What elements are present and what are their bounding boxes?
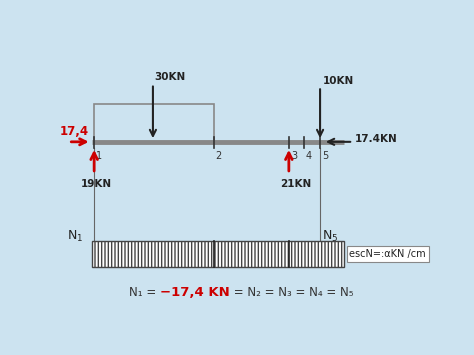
Text: 2: 2 — [216, 151, 222, 160]
Text: 21KN: 21KN — [280, 179, 311, 189]
Text: 17,4: 17,4 — [60, 125, 89, 138]
Text: 5: 5 — [322, 151, 328, 160]
Text: 10KN: 10KN — [323, 76, 354, 86]
Bar — [94, 104, 213, 142]
Text: 1: 1 — [96, 151, 102, 160]
Text: = N₂ = N₃ = N₄ = N₅: = N₂ = N₃ = N₄ = N₅ — [230, 286, 353, 299]
Text: 3: 3 — [291, 151, 297, 160]
Text: 17.4KN: 17.4KN — [355, 134, 398, 144]
Bar — [92, 241, 344, 267]
Text: 30KN: 30KN — [154, 72, 185, 82]
Text: 4: 4 — [306, 151, 312, 160]
Text: −17,4 KN: −17,4 KN — [160, 286, 230, 299]
Text: 19KN: 19KN — [82, 179, 112, 189]
Text: N$_5$: N$_5$ — [322, 229, 338, 244]
Text: N₁ =: N₁ = — [129, 286, 160, 299]
Text: N$_1$: N$_1$ — [67, 229, 83, 244]
Text: escN=:αKN /cm: escN=:αKN /cm — [349, 248, 426, 259]
